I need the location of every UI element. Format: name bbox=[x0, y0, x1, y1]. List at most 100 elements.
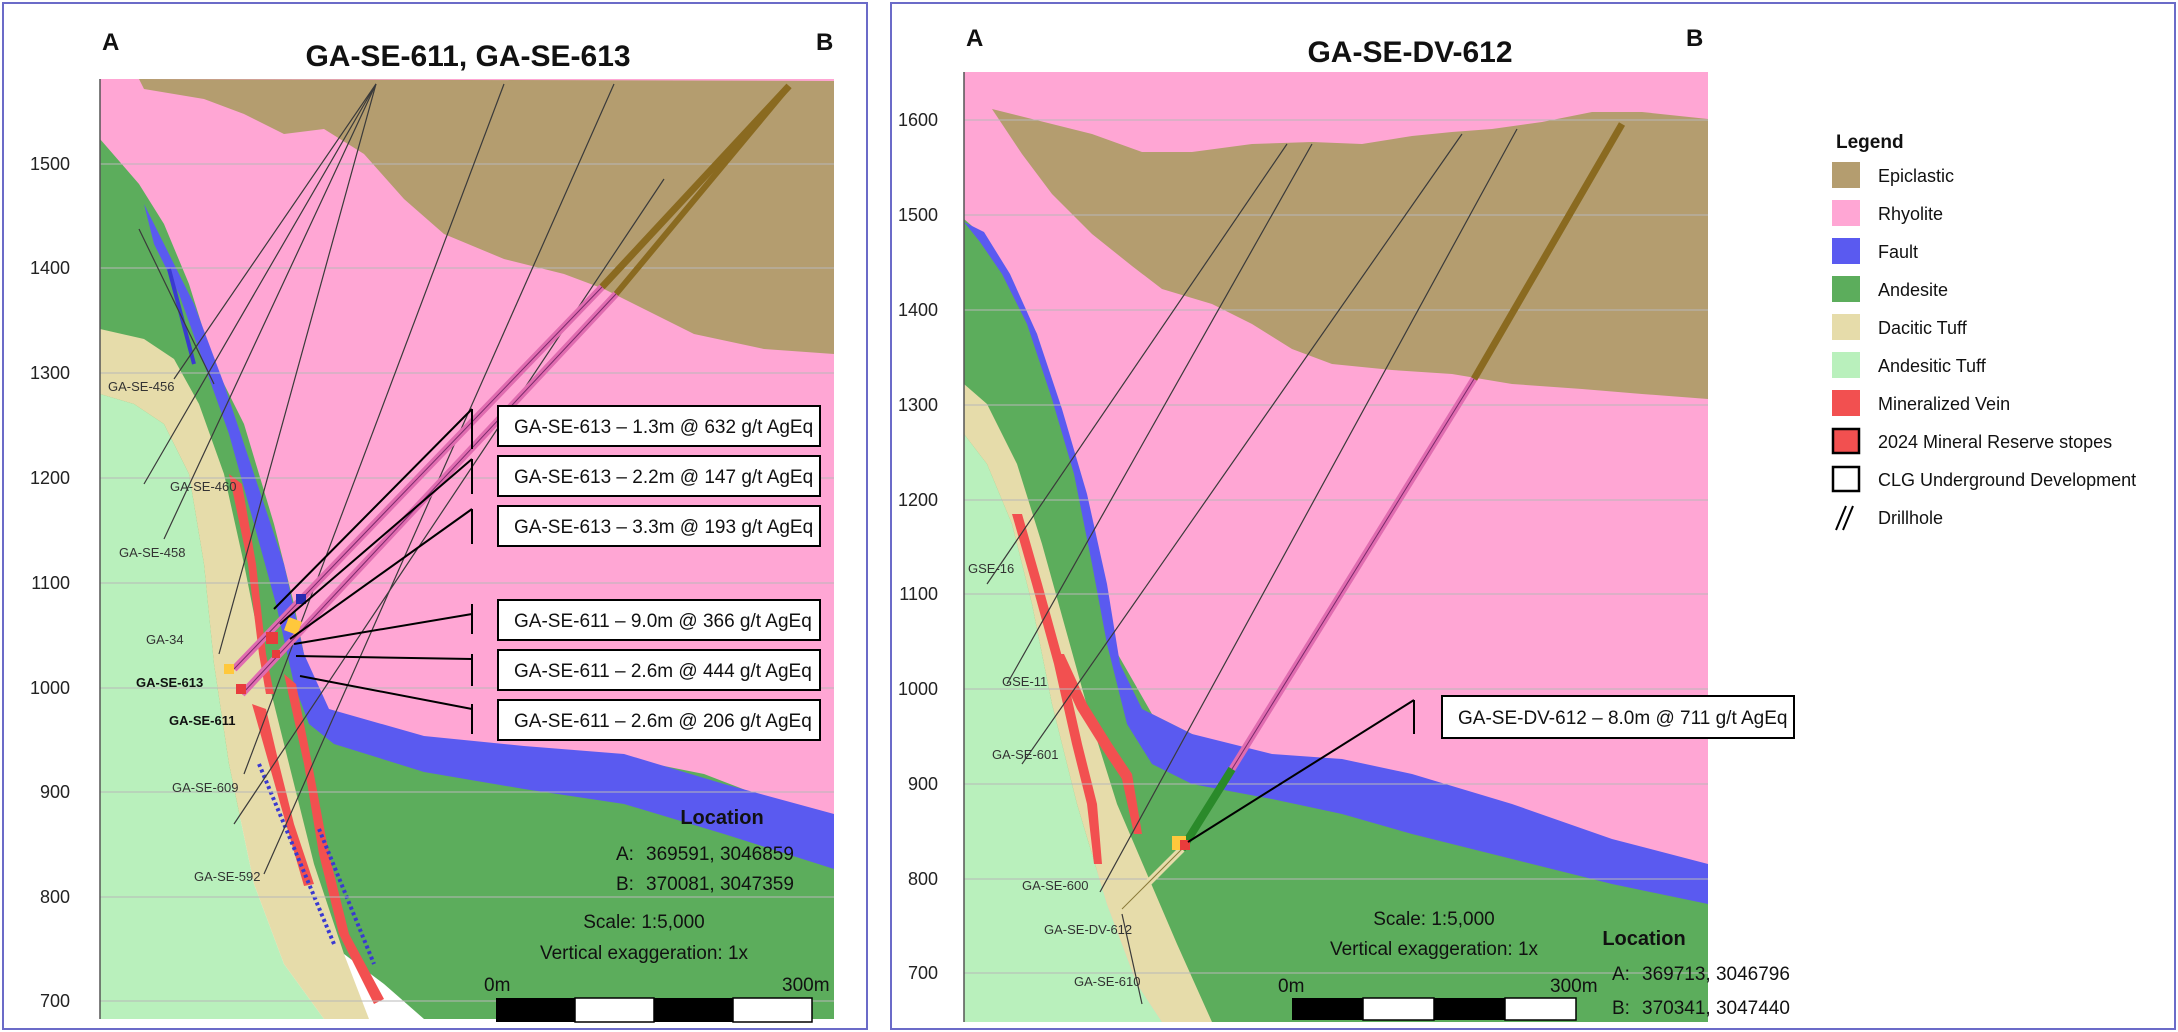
legend-item-andesite: Andesite bbox=[1832, 276, 1948, 302]
svg-text:Fault: Fault bbox=[1878, 242, 1918, 262]
section-title: GA-SE-611, GA-SE-613 bbox=[305, 40, 630, 73]
location-b: 370341, 3047440 bbox=[1642, 998, 1790, 1019]
andesitic-tuff-unit bbox=[100, 394, 324, 1019]
y-tick-label: 700 bbox=[40, 991, 70, 1011]
vertical-exaggeration: Vertical exaggeration: 1x bbox=[1330, 939, 1539, 960]
legend-item-epiclastic: Epiclastic bbox=[1832, 162, 1954, 188]
section-end-b: B bbox=[1686, 25, 1703, 52]
hole-label: GSE-16 bbox=[968, 561, 1014, 576]
scale-text: Scale: 1:5,000 bbox=[1373, 909, 1494, 930]
intercept-label: GA-SE-611 – 9.0m @ 366 g/t AgEq bbox=[514, 611, 812, 632]
hole-label: GA-SE-DV-612 bbox=[1044, 922, 1132, 937]
svg-text:Rhyolite: Rhyolite bbox=[1878, 204, 1943, 224]
mineralized-vein bbox=[1052, 654, 1142, 834]
scale-bar bbox=[496, 997, 813, 1023]
right-cross-section: 1600 1500 1400 1300 1200 1100 1000 900 8… bbox=[898, 25, 2136, 1022]
andesitic-tuff-unit bbox=[964, 434, 1162, 1022]
y-tick-label: 1300 bbox=[30, 363, 70, 383]
epiclastic-unit bbox=[139, 79, 834, 354]
vertical-exaggeration: Vertical exaggeration: 1x bbox=[540, 943, 749, 964]
svg-text:Andesite: Andesite bbox=[1878, 280, 1948, 300]
scalebar-end: 300m bbox=[1550, 976, 1598, 997]
y-tick-label: 800 bbox=[40, 887, 70, 907]
location-a: 369591, 3046859 bbox=[646, 844, 794, 865]
y-tick-label: 1100 bbox=[899, 584, 938, 604]
y-tick-label: 1200 bbox=[898, 490, 938, 510]
y-tick-label: 1500 bbox=[30, 154, 70, 174]
legend-swatch bbox=[1832, 162, 1860, 188]
legend-swatch bbox=[1831, 427, 1861, 455]
y-tick-label: 1400 bbox=[898, 300, 938, 320]
dacitic-tuff-unit bbox=[100, 329, 369, 1019]
y-tick-label: 1000 bbox=[898, 679, 938, 699]
hole-label: GA-SE-611 bbox=[169, 713, 235, 728]
hole-label: GA-SE-601 bbox=[992, 747, 1058, 762]
location-b-label: B: bbox=[1612, 998, 1630, 1019]
left-section-panel: 1500 1400 1300 1200 1100 1000 900 800 70… bbox=[2, 2, 868, 1030]
location-a: 369713, 3046796 bbox=[1642, 964, 1790, 985]
intercept-label: GA-SE-613 – 2.2m @ 147 g/t AgEq bbox=[514, 467, 813, 488]
section-end-b: B bbox=[816, 29, 833, 56]
hole-label: GA-SE-458 bbox=[119, 545, 185, 560]
location-title: Location bbox=[1602, 928, 1685, 950]
legend-item-underground-development: CLG Underground Development bbox=[1831, 465, 2136, 493]
svg-text:Epiclastic: Epiclastic bbox=[1878, 166, 1954, 186]
svg-text:CLG Underground Development: CLG Underground Development bbox=[1878, 470, 2136, 490]
y-tick-label: 700 bbox=[908, 963, 938, 983]
y-axis-grid bbox=[100, 163, 834, 1002]
section-title: GA-SE-DV-612 bbox=[1307, 36, 1512, 69]
right-section-panel: 1600 1500 1400 1300 1200 1100 1000 900 8… bbox=[890, 2, 2176, 1030]
drillhole-ga-se-611 bbox=[239, 84, 792, 697]
historical-drillholes bbox=[986, 128, 1518, 1005]
legend-item-andesitic-tuff: Andesitic Tuff bbox=[1832, 352, 1987, 378]
y-tick-label: 1200 bbox=[30, 468, 70, 488]
location-a-label: A: bbox=[1612, 964, 1630, 985]
location-title: Location bbox=[680, 807, 763, 829]
svg-text:Drillhole: Drillhole bbox=[1878, 508, 1943, 528]
intercept-leaders bbox=[273, 408, 473, 734]
drillhole-ga-se-dv-612 bbox=[1119, 122, 1626, 912]
legend-title: Legend bbox=[1836, 132, 1904, 153]
svg-text:Dacitic Tuff: Dacitic Tuff bbox=[1878, 318, 1968, 338]
hole-label: GA-SE-600 bbox=[1022, 878, 1088, 893]
legend-swatch bbox=[1832, 390, 1860, 416]
fault-unit bbox=[964, 222, 1708, 904]
intercept-label: GA-SE-DV-612 – 8.0m @ 711 g/t AgEq bbox=[1458, 708, 1787, 729]
y-tick-label: 1300 bbox=[898, 395, 938, 415]
y-tick-label: 900 bbox=[908, 774, 938, 794]
legend-item-fault: Fault bbox=[1832, 238, 1918, 264]
scalebar-start: 0m bbox=[1278, 976, 1304, 997]
fault-unit bbox=[144, 204, 834, 869]
legend-swatch bbox=[1831, 465, 1861, 493]
legend-swatch bbox=[1832, 200, 1860, 226]
location-a-label: A: bbox=[616, 844, 634, 865]
y-tick-label: 1500 bbox=[898, 205, 938, 225]
left-cross-section: 1500 1400 1300 1200 1100 1000 900 800 70… bbox=[30, 29, 834, 1023]
hole-label: GA-SE-610 bbox=[1074, 974, 1140, 989]
intercept-label: GA-SE-613 – 1.3m @ 632 g/t AgEq bbox=[514, 417, 813, 438]
y-axis-grid bbox=[964, 119, 1708, 974]
intercept-label: GA-SE-611 – 2.6m @ 444 g/t AgEq bbox=[514, 661, 812, 682]
y-tick-label: 1400 bbox=[30, 258, 70, 278]
hole-label: GA-SE-456 bbox=[108, 379, 174, 394]
legend-item-rhyolite: Rhyolite bbox=[1832, 200, 1943, 226]
location-b-label: B: bbox=[616, 874, 634, 895]
hole-label: GA-SE-609 bbox=[172, 780, 238, 795]
scale-bar bbox=[1292, 997, 1577, 1021]
epiclastic-unit bbox=[992, 109, 1708, 399]
legend-item-mineralized-vein: Mineralized Vein bbox=[1832, 390, 2010, 416]
mineralized-vein bbox=[252, 704, 314, 886]
scalebar-start: 0m bbox=[484, 975, 510, 996]
section-end-a: A bbox=[966, 25, 983, 52]
intercept-leader bbox=[1187, 699, 1415, 843]
hole-label: GA-SE-460 bbox=[170, 479, 236, 494]
mineralized-vein bbox=[284, 674, 384, 1004]
svg-text:Andesitic Tuff: Andesitic Tuff bbox=[1878, 356, 1987, 376]
svg-text:2024 Mineral Reserve stopes: 2024 Mineral Reserve stopes bbox=[1878, 432, 2112, 452]
svg-text:Mineralized Vein: Mineralized Vein bbox=[1878, 394, 2010, 414]
drillhole-icon bbox=[1835, 505, 1854, 531]
y-tick-label: 1000 bbox=[30, 678, 70, 698]
intercept-label: GA-SE-613 – 3.3m @ 193 g/t AgEq bbox=[514, 517, 813, 538]
legend-item-drillhole: Drillhole bbox=[1835, 505, 1943, 531]
section-end-a: A bbox=[102, 29, 119, 56]
